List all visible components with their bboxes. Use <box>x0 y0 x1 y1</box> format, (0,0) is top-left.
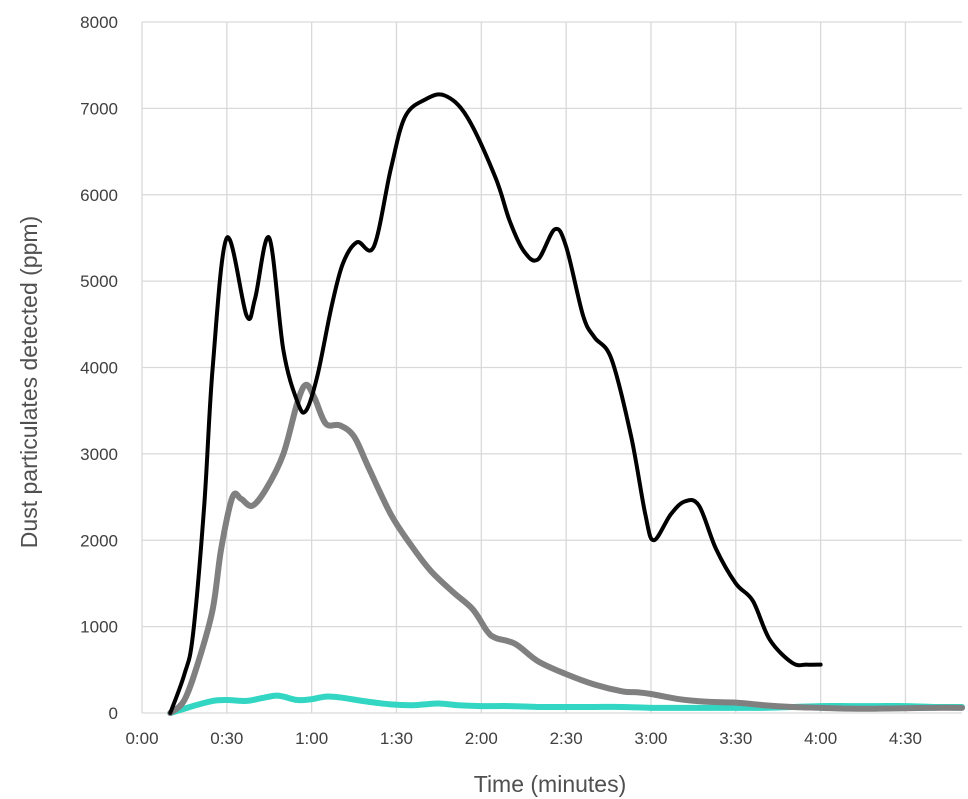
tick-labels: 0 1000 2000 3000 4000 5000 6000 7000 8000 0:00 0:3… <box>80 13 922 748</box>
y-tick-label: 1000 <box>80 618 118 637</box>
x-tick-label: 0:00 <box>125 729 158 748</box>
x-tick-label: 2:30 <box>550 729 583 748</box>
y-tick-label: 4000 <box>80 359 118 378</box>
x-tick-label: 1:00 <box>295 729 328 748</box>
y-tick-label: 8000 <box>80 13 118 32</box>
x-tick-label: 0:30 <box>210 729 243 748</box>
x-tick-label: 1:30 <box>380 729 413 748</box>
gridlines <box>141 21 962 714</box>
series-lines <box>167 92 965 716</box>
y-tick-label: 5000 <box>80 272 118 291</box>
x-tick-label: 4:30 <box>889 729 922 748</box>
x-tick-label: 3:00 <box>634 729 667 748</box>
y-tick-label: 6000 <box>80 186 118 205</box>
series-line-1 <box>168 92 823 715</box>
y-tick-label: 2000 <box>80 531 118 550</box>
y-axis-title: Dust particulates detected (ppm) <box>16 216 42 548</box>
x-tick-label: 3:30 <box>719 729 752 748</box>
y-tick-label: 7000 <box>80 99 118 118</box>
series-line-2 <box>167 381 965 716</box>
x-tick-label: 2:00 <box>465 729 498 748</box>
y-tick-label: 3000 <box>80 445 118 464</box>
x-tick-label: 4:00 <box>804 729 837 748</box>
x-axis-title: Time (minutes) <box>474 771 627 797</box>
y-tick-label: 0 <box>109 704 118 723</box>
